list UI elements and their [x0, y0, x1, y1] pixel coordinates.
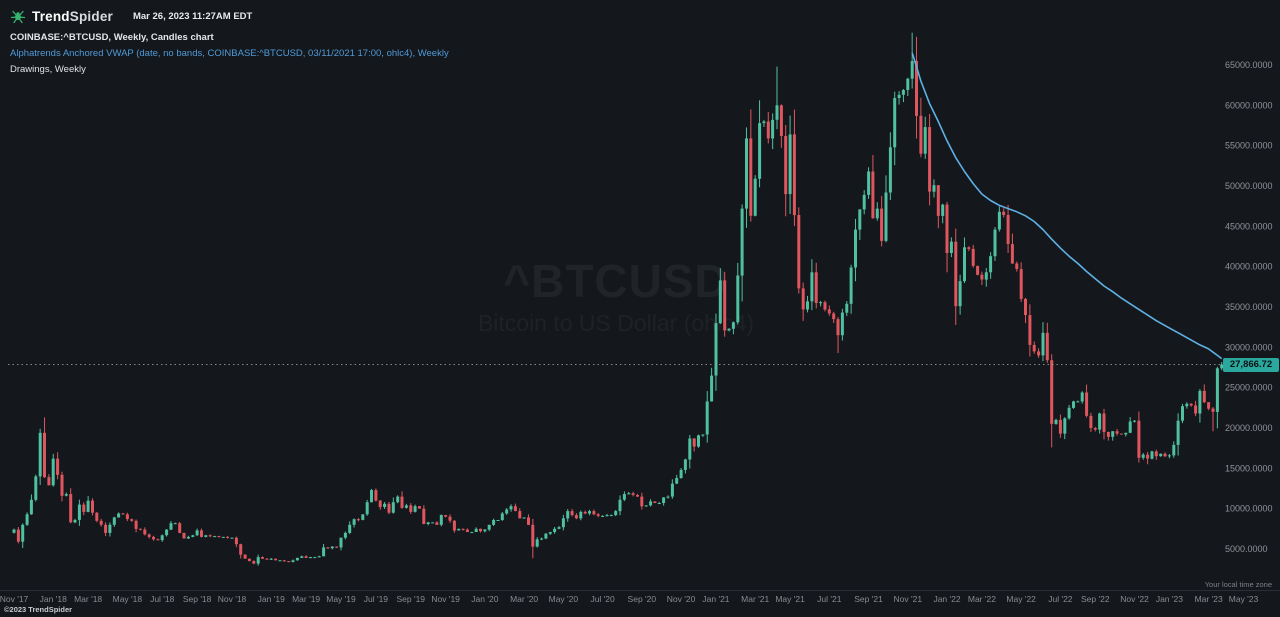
svg-text:5000.0000: 5000.0000: [1225, 544, 1268, 554]
svg-text:May '19: May '19: [326, 594, 356, 604]
brand-trend: Trend: [32, 8, 70, 24]
svg-text:45000.0000: 45000.0000: [1225, 221, 1273, 231]
svg-text:Sep '21: Sep '21: [854, 594, 883, 604]
svg-text:Jan '19: Jan '19: [258, 594, 285, 604]
time-axis[interactable]: Nov '17 Jan '18 Mar '18 May '18 Jul '18 Sep '…: [0, 590, 1280, 605]
chart-header: TrendSpider Mar 26, 2023 11:27AM EDT COI…: [10, 7, 449, 76]
svg-text:Sep '20: Sep '20: [628, 594, 657, 604]
svg-text:Nov '21: Nov '21: [894, 594, 923, 604]
svg-text:40000.0000: 40000.0000: [1225, 262, 1273, 272]
svg-text:10000.0000: 10000.0000: [1225, 504, 1273, 514]
indicator-description[interactable]: Alphatrends Anchored VWAP (date, no band…: [10, 48, 449, 59]
svg-text:May '22: May '22: [1006, 594, 1036, 604]
svg-text:Sep '18: Sep '18: [183, 594, 212, 604]
svg-text:25000.0000: 25000.0000: [1225, 383, 1273, 393]
svg-text:May '18: May '18: [113, 594, 143, 604]
svg-text:Mar '20: Mar '20: [510, 594, 538, 604]
svg-text:Jan '22: Jan '22: [933, 594, 960, 604]
svg-text:20000.0000: 20000.0000: [1225, 423, 1273, 433]
brand-spider: Spider: [69, 8, 113, 24]
svg-text:Mar '23: Mar '23: [1195, 594, 1223, 604]
chart-timestamp: Mar 26, 2023 11:27AM EDT: [132, 10, 253, 22]
svg-text:Mar '22: Mar '22: [968, 594, 996, 604]
svg-text:May '23: May '23: [1229, 594, 1259, 604]
price-axis[interactable]: 65000.0000 60000.0000 55000.0000 50000.0000…: [1225, 60, 1273, 554]
trendspider-logo-icon: [10, 10, 26, 24]
svg-text:30000.0000: 30000.0000: [1225, 342, 1273, 352]
svg-text:May '20: May '20: [549, 594, 579, 604]
svg-text:Jul '22: Jul '22: [1048, 594, 1073, 604]
svg-text:Jul '18: Jul '18: [150, 594, 175, 604]
svg-text:Nov '19: Nov '19: [431, 594, 460, 604]
drawings-label[interactable]: Drawings, Weekly: [10, 64, 86, 75]
brand-row: TrendSpider Mar 26, 2023 11:27AM EDT: [10, 7, 449, 25]
svg-text:Sep '19: Sep '19: [396, 594, 425, 604]
candles-layer[interactable]: [12, 32, 1224, 566]
brand-name: TrendSpider: [32, 9, 113, 24]
svg-text:15000.0000: 15000.0000: [1225, 463, 1273, 473]
svg-text:55000.0000: 55000.0000: [1225, 141, 1273, 151]
svg-text:60000.0000: 60000.0000: [1225, 100, 1273, 110]
svg-text:Jan '18: Jan '18: [40, 594, 67, 604]
svg-text:Nov '20: Nov '20: [667, 594, 696, 604]
svg-text:Mar '21: Mar '21: [741, 594, 769, 604]
svg-text:May '21: May '21: [775, 594, 805, 604]
svg-text:Mar '18: Mar '18: [74, 594, 102, 604]
svg-text:65000.0000: 65000.0000: [1225, 60, 1273, 70]
svg-text:Jan '23: Jan '23: [1156, 594, 1183, 604]
svg-text:Nov '18: Nov '18: [218, 594, 247, 604]
svg-text:Jan '21: Jan '21: [702, 594, 729, 604]
svg-text:50000.0000: 50000.0000: [1225, 181, 1273, 191]
svg-text:Jul '21: Jul '21: [817, 594, 842, 604]
svg-text:Jan '20: Jan '20: [471, 594, 498, 604]
svg-text:35000.0000: 35000.0000: [1225, 302, 1273, 312]
timezone-note[interactable]: Your local time zone: [1204, 580, 1272, 589]
svg-text:Sep '22: Sep '22: [1081, 594, 1110, 604]
svg-text:Nov '22: Nov '22: [1120, 594, 1149, 604]
symbol-description[interactable]: COINBASE:^BTCUSD, Weekly, Candles chart: [10, 32, 214, 43]
anchored-vwap-line[interactable]: [911, 52, 1223, 360]
copyright: ©2023 TrendSpider: [4, 605, 73, 614]
svg-text:Jul '19: Jul '19: [364, 594, 389, 604]
svg-text:Nov '17: Nov '17: [0, 594, 29, 604]
svg-text:Mar '19: Mar '19: [292, 594, 320, 604]
svg-text:Jul '20: Jul '20: [590, 594, 615, 604]
current-price-badge: 27,866.72: [1223, 357, 1279, 372]
